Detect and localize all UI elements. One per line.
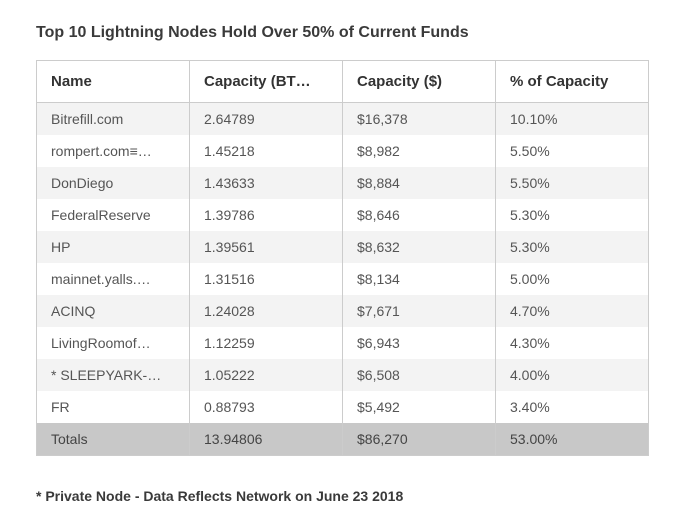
table-row: FederalReserve1.39786$8,6465.30% <box>37 199 649 231</box>
cell-pct: 5.30% <box>496 199 649 231</box>
cell-usd: $6,508 <box>343 359 496 391</box>
header-usd: Capacity ($) <box>343 61 496 103</box>
cell-usd: $6,943 <box>343 327 496 359</box>
cell-btc: 1.39786 <box>190 199 343 231</box>
cell-pct: 5.50% <box>496 167 649 199</box>
page-title: Top 10 Lightning Nodes Hold Over 50% of … <box>36 24 649 42</box>
cell-usd: $8,646 <box>343 199 496 231</box>
cell-usd: $8,982 <box>343 135 496 167</box>
cell-usd: $8,134 <box>343 263 496 295</box>
nodes-table: Name Capacity (BT… Capacity ($) % of Cap… <box>36 60 649 456</box>
cell-btc: 1.43633 <box>190 167 343 199</box>
cell-name: LivingRoomof… <box>37 327 190 359</box>
cell-pct: 5.30% <box>496 231 649 263</box>
cell-name: * SLEEPYARK-… <box>37 359 190 391</box>
cell-usd: $5,492 <box>343 391 496 423</box>
table-row: DonDiego1.43633$8,8845.50% <box>37 167 649 199</box>
cell-btc: 1.24028 <box>190 295 343 327</box>
table-row: HP1.39561$8,6325.30% <box>37 231 649 263</box>
table-row: mainnet.yalls.…1.31516$8,1345.00% <box>37 263 649 295</box>
cell-usd: $16,378 <box>343 103 496 136</box>
table-row: FR0.88793$5,4923.40% <box>37 391 649 423</box>
cell-pct: 5.00% <box>496 263 649 295</box>
cell-usd: $7,671 <box>343 295 496 327</box>
cell-pct: 4.30% <box>496 327 649 359</box>
table-row: Bitrefill.com2.64789$16,37810.10% <box>37 103 649 136</box>
cell-pct: 3.40% <box>496 391 649 423</box>
cell-usd: $86,270 <box>343 423 496 456</box>
table-row: LivingRoomof…1.12259$6,9434.30% <box>37 327 649 359</box>
cell-name: FederalReserve <box>37 199 190 231</box>
cell-btc: 1.39561 <box>190 231 343 263</box>
header-btc: Capacity (BT… <box>190 61 343 103</box>
cell-pct: 53.00% <box>496 423 649 456</box>
footnote: * Private Node - Data Reflects Network o… <box>36 488 649 504</box>
table-row: ACINQ1.24028$7,6714.70% <box>37 295 649 327</box>
cell-name: HP <box>37 231 190 263</box>
cell-name: DonDiego <box>37 167 190 199</box>
cell-btc: 13.94806 <box>190 423 343 456</box>
cell-btc: 2.64789 <box>190 103 343 136</box>
cell-usd: $8,884 <box>343 167 496 199</box>
cell-name: mainnet.yalls.… <box>37 263 190 295</box>
cell-pct: 10.10% <box>496 103 649 136</box>
cell-name: ACINQ <box>37 295 190 327</box>
table-row: * SLEEPYARK-…1.05222$6,5084.00% <box>37 359 649 391</box>
header-pct: % of Capacity <box>496 61 649 103</box>
cell-name: Totals <box>37 423 190 456</box>
cell-btc: 0.88793 <box>190 391 343 423</box>
header-name: Name <box>37 61 190 103</box>
cell-pct: 4.00% <box>496 359 649 391</box>
cell-btc: 1.45218 <box>190 135 343 167</box>
cell-btc: 1.31516 <box>190 263 343 295</box>
table-totals-row: Totals13.94806$86,27053.00% <box>37 423 649 456</box>
table-body: Bitrefill.com2.64789$16,37810.10% romper… <box>37 103 649 456</box>
cell-btc: 1.12259 <box>190 327 343 359</box>
cell-btc: 1.05222 <box>190 359 343 391</box>
cell-usd: $8,632 <box>343 231 496 263</box>
table-header-row: Name Capacity (BT… Capacity ($) % of Cap… <box>37 61 649 103</box>
cell-pct: 4.70% <box>496 295 649 327</box>
table-row: rompert.com≡…1.45218$8,9825.50% <box>37 135 649 167</box>
cell-name: FR <box>37 391 190 423</box>
cell-name: rompert.com≡… <box>37 135 190 167</box>
cell-pct: 5.50% <box>496 135 649 167</box>
cell-name: Bitrefill.com <box>37 103 190 136</box>
